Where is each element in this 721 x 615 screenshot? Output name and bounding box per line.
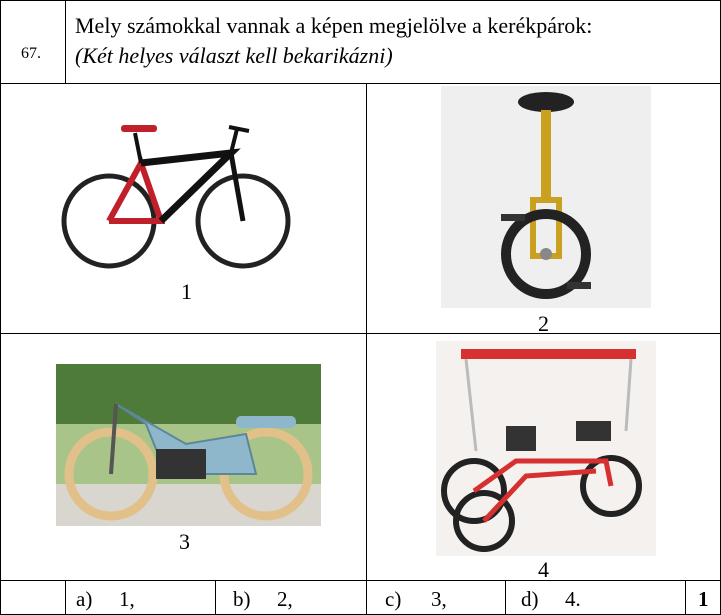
image-label: 1 — [181, 279, 192, 305]
question-text: Mely számokkal vannak a képen megjelölve… — [75, 13, 592, 39]
instruction: (Két helyes választ kell bekarikázni) — [75, 43, 393, 69]
answer-letter: a) — [76, 587, 92, 612]
row-line — [1, 580, 720, 581]
col-line — [65, 580, 66, 614]
row-line — [1, 333, 720, 334]
answer-value: 3, — [431, 587, 447, 612]
col-line — [685, 580, 686, 614]
row-line — [1, 83, 720, 84]
answer-value: 1, — [119, 587, 135, 612]
points: 1 — [698, 587, 709, 612]
quadricycle-image — [436, 341, 656, 556]
question-number: 67. — [21, 45, 41, 63]
moped-image — [56, 364, 321, 526]
answer-letter: b) — [233, 587, 251, 612]
image-label: 4 — [538, 557, 549, 583]
col-line — [215, 580, 216, 614]
answer-value: 4. — [565, 587, 581, 612]
unicycle-image — [441, 86, 651, 308]
col-line — [65, 1, 66, 83]
image-label: 2 — [538, 311, 549, 337]
bicycle-image — [61, 113, 291, 273]
answer-value: 2, — [277, 587, 293, 612]
answer-letter: c) — [385, 587, 401, 612]
image-label: 3 — [179, 529, 190, 555]
col-line — [505, 580, 506, 614]
answer-letter: d) — [521, 587, 539, 612]
quiz-table: 67. Mely számokkal vannak a képen megjel… — [0, 0, 721, 615]
col-line — [366, 83, 367, 614]
